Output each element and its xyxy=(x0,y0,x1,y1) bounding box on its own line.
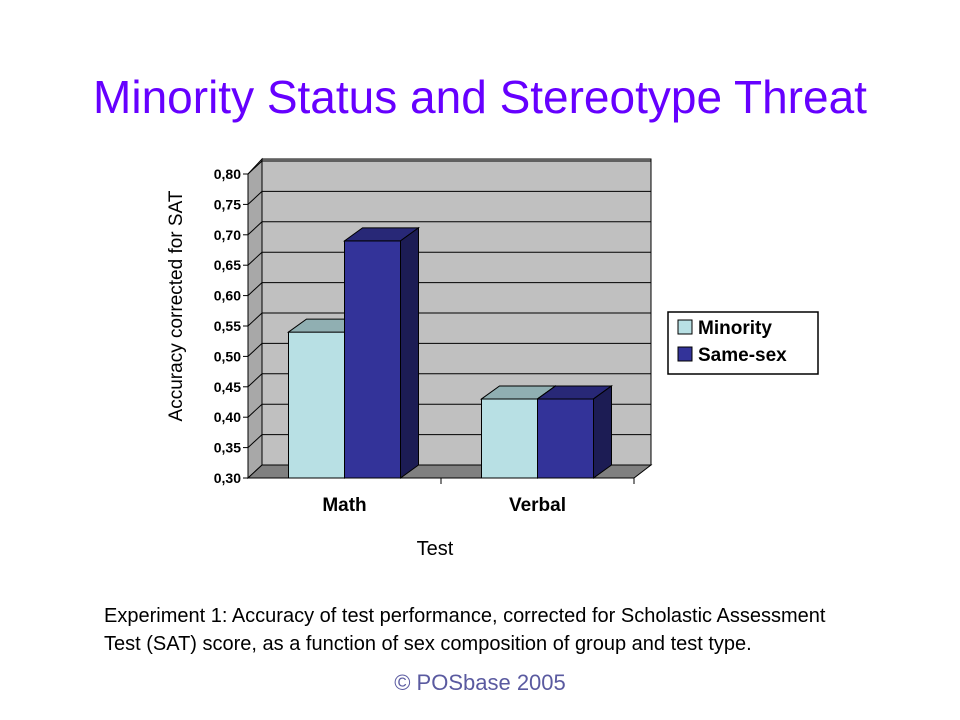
gridline-depth xyxy=(247,434,263,448)
y-tick-label: 0,75 xyxy=(214,196,241,212)
bar xyxy=(535,384,614,479)
legend-swatch xyxy=(677,346,693,362)
legend-swatch xyxy=(677,319,693,335)
bar-front xyxy=(537,398,594,479)
bar-side xyxy=(593,384,612,479)
gridline-depth xyxy=(247,312,263,327)
gridline-depth xyxy=(247,160,263,175)
gridline-depth xyxy=(247,373,263,388)
x-tick-label: Verbal xyxy=(509,495,566,516)
legend-label: Minority xyxy=(698,318,772,339)
y-tick-label: 0,35 xyxy=(214,440,241,456)
bar xyxy=(342,226,421,479)
y-tick-label: 0,45 xyxy=(214,379,241,395)
gridline-depth xyxy=(247,282,263,296)
legend-box xyxy=(667,311,819,375)
gridline-depth xyxy=(247,343,263,357)
x-tick-labels: Math Verbal xyxy=(322,495,566,516)
bar-front xyxy=(344,240,401,479)
y-tick-label: 0,50 xyxy=(214,348,241,364)
y-tick-label: 0,70 xyxy=(214,227,241,243)
gridline-depth xyxy=(247,403,263,418)
y-tick-label: 0,30 xyxy=(214,470,241,486)
gridline-depth xyxy=(247,251,263,266)
gridline-depth xyxy=(247,191,263,205)
y-tick-label: 0,55 xyxy=(214,318,241,334)
bars xyxy=(286,226,614,479)
legend-label: Same-sex xyxy=(698,345,787,366)
copyright: © POSbase 2005 xyxy=(394,670,566,695)
y-tick-label: 0,60 xyxy=(214,288,241,304)
bar-front xyxy=(481,398,538,479)
side-wall xyxy=(247,157,263,480)
bar-side xyxy=(400,226,419,479)
y-tick-label: 0,80 xyxy=(214,166,241,182)
figure-caption: Experiment 1: Accuracy of test performan… xyxy=(104,605,826,655)
gridline-depth xyxy=(247,221,263,236)
y-tick-label: 0,65 xyxy=(214,257,241,273)
y-axis-label: Accuracy corrected for SAT xyxy=(166,190,187,421)
bar-front xyxy=(288,331,345,479)
x-tick-label: Math xyxy=(322,495,366,516)
y-tick-labels: 0,80 0,75 0,70 0,65 0,60 0,55 0,50 0,45 0,40 0,35… xyxy=(214,166,241,486)
slide-title: Minority Status and Stereotype Threat xyxy=(93,71,867,123)
y-tick-label: 0,40 xyxy=(214,409,241,425)
x-axis-label: Test xyxy=(416,538,454,560)
legend: Minority Same-sex xyxy=(667,311,819,375)
